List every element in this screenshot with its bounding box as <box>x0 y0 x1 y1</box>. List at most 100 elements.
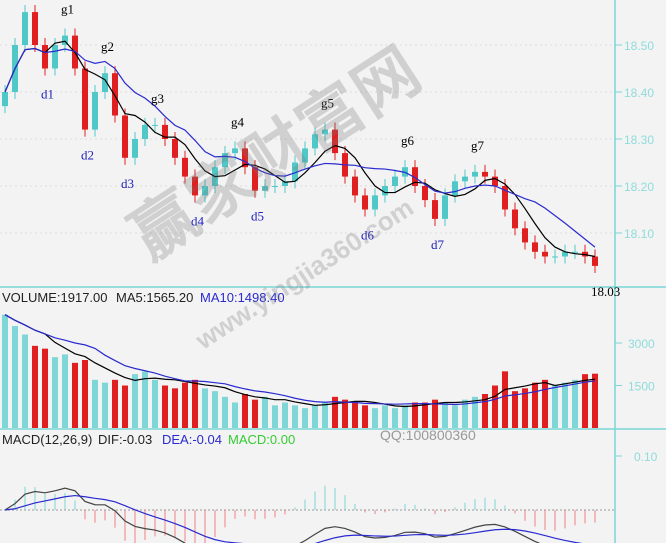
candle <box>252 167 258 191</box>
volume-bar <box>392 408 398 428</box>
volume-bar <box>572 379 578 428</box>
volume-bar <box>512 391 518 428</box>
volume-bar <box>352 402 358 428</box>
volume-bar <box>562 382 568 428</box>
candle <box>282 181 288 186</box>
candle <box>272 186 278 187</box>
volume-bar <box>222 396 228 428</box>
candle <box>192 176 198 196</box>
volume-bar <box>442 402 448 428</box>
volume-bar <box>542 379 548 428</box>
candle <box>372 195 378 210</box>
candle <box>152 124 158 126</box>
volume-ma10-line <box>4 314 596 406</box>
volume-bar <box>462 399 468 428</box>
volume-bar <box>472 396 478 428</box>
candle <box>132 139 138 158</box>
volume-bar <box>402 405 408 428</box>
macd-title: MACD(12,26,9) <box>2 432 93 447</box>
volume-bar <box>202 388 208 428</box>
volume-bar <box>232 402 238 428</box>
volume-bar <box>82 360 88 428</box>
candle <box>382 186 388 196</box>
annotation-label: d2 <box>81 148 94 163</box>
annotation-label: d6 <box>361 228 375 243</box>
price-tick-label: 18.30 <box>624 133 654 147</box>
volume-bar <box>432 399 438 428</box>
volume-bar <box>42 348 48 428</box>
candle <box>572 251 578 253</box>
volume-bar <box>552 385 558 428</box>
candle <box>82 68 88 130</box>
volume-bar <box>152 379 158 428</box>
volume-bar <box>292 405 298 428</box>
volume-tick-label: 3000 <box>628 337 655 351</box>
price-ma10-line <box>4 47 596 248</box>
candle <box>52 45 58 69</box>
watermark-qq: QQ:100800360 <box>380 427 476 443</box>
volume-bar <box>22 334 28 428</box>
candle <box>502 186 508 210</box>
volume-bar <box>262 396 268 428</box>
candle <box>552 256 558 258</box>
volume-bar <box>112 379 118 428</box>
volume-bar <box>382 405 388 428</box>
volume-bar <box>32 345 38 428</box>
volume-bar <box>162 385 168 428</box>
volume-bar <box>282 402 288 428</box>
candle <box>432 200 438 219</box>
volume-bar <box>482 394 488 428</box>
candle <box>32 12 38 46</box>
candle <box>172 139 178 158</box>
candle <box>42 45 48 69</box>
ma10-label: MA10:1498.40 <box>200 290 285 305</box>
candle <box>92 92 98 130</box>
volume-bar <box>272 405 278 428</box>
volume-bar <box>102 382 108 428</box>
volume-bar <box>522 388 528 428</box>
candle <box>462 176 468 182</box>
volume-bar <box>242 394 248 428</box>
candle <box>522 228 528 243</box>
volume-bar <box>342 399 348 428</box>
volume-bar <box>12 326 18 428</box>
candle <box>112 73 118 116</box>
dea-line <box>4 494 583 543</box>
annotation-label: g6 <box>401 133 415 148</box>
volume-bar <box>332 396 338 428</box>
volume-label: VOLUME:1917.00 <box>2 290 108 305</box>
volume-bar <box>62 354 68 428</box>
volume-bar <box>502 371 508 428</box>
candle <box>542 251 548 257</box>
volume-bar <box>532 382 538 428</box>
candle <box>22 12 28 46</box>
candle <box>532 242 538 252</box>
volume-tick-label: 1500 <box>628 380 655 394</box>
annotation-label: g5 <box>321 96 334 111</box>
volume-bar <box>492 385 498 428</box>
candle <box>222 153 228 168</box>
volume-bar <box>142 371 148 428</box>
candle <box>492 176 498 186</box>
annotation-label: d1 <box>41 87 54 102</box>
annotation-label: d3 <box>121 176 134 191</box>
annotation-label: 18.03 <box>591 284 620 299</box>
candle <box>122 115 128 158</box>
candle <box>482 171 488 177</box>
candle <box>182 157 188 177</box>
candle <box>422 186 428 201</box>
macd-tick-label: 0.10 <box>634 450 658 464</box>
annotation-label: d4 <box>191 213 205 228</box>
candle <box>202 186 208 196</box>
ma5-label: MA5:1565.20 <box>116 290 194 305</box>
candle <box>312 134 318 149</box>
candle <box>302 148 308 163</box>
annotation-label: g2 <box>101 39 114 54</box>
price-tick-label: 18.20 <box>624 180 654 194</box>
candle <box>292 162 298 182</box>
volume-bar <box>192 379 198 428</box>
volume-bar <box>72 362 78 428</box>
candle <box>512 209 518 229</box>
dif-label: DIF:-0.03 <box>98 432 153 447</box>
